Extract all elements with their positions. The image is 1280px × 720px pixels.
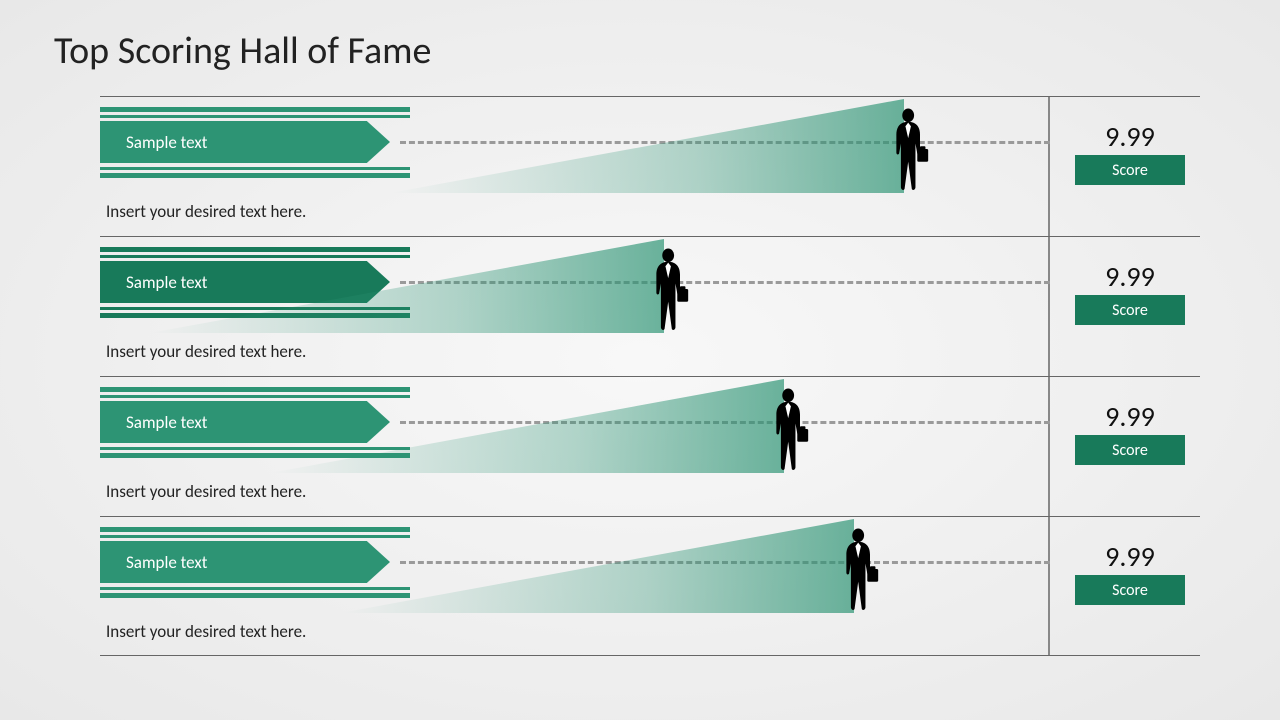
row-description: Insert your desired text here. xyxy=(106,621,306,642)
spotlight-triangle xyxy=(150,239,664,333)
person-icon xyxy=(840,523,880,615)
score-value: 9.99 xyxy=(1060,119,1200,154)
rows-container: Sample text Insert your desired text her… xyxy=(100,96,1200,656)
spotlight-triangle xyxy=(390,99,904,193)
person-icon xyxy=(650,243,690,335)
accent-bars-bottom xyxy=(100,167,410,178)
person-icon xyxy=(890,103,930,195)
row-label-text: Sample text xyxy=(126,412,208,433)
score-value: 9.99 xyxy=(1060,399,1200,434)
score-badge: Score xyxy=(1075,435,1185,465)
row-description: Insert your desired text here. xyxy=(106,201,306,222)
accent-bars-top xyxy=(100,107,410,118)
spotlight-triangle xyxy=(270,379,784,473)
score-row: Sample text Insert your desired text her… xyxy=(100,516,1200,656)
row-label-text: Sample text xyxy=(126,132,208,153)
score-badge: Score xyxy=(1075,155,1185,185)
row-description: Insert your desired text here. xyxy=(106,341,306,362)
row-description: Insert your desired text here. xyxy=(106,481,306,502)
spotlight-triangle xyxy=(340,519,854,613)
page-title: Top Scoring Hall of Fame xyxy=(54,28,431,74)
score-badge: Score xyxy=(1075,575,1185,605)
score-value: 9.99 xyxy=(1060,259,1200,294)
score-row: Sample text Insert your desired text her… xyxy=(100,236,1200,376)
score-row: Sample text Insert your desired text her… xyxy=(100,376,1200,516)
row-label-arrow: Sample text xyxy=(100,121,390,163)
person-icon xyxy=(770,383,810,475)
score-row: Sample text Insert your desired text her… xyxy=(100,96,1200,236)
score-value: 9.99 xyxy=(1060,539,1200,574)
row-label-text: Sample text xyxy=(126,552,208,573)
score-badge: Score xyxy=(1075,295,1185,325)
